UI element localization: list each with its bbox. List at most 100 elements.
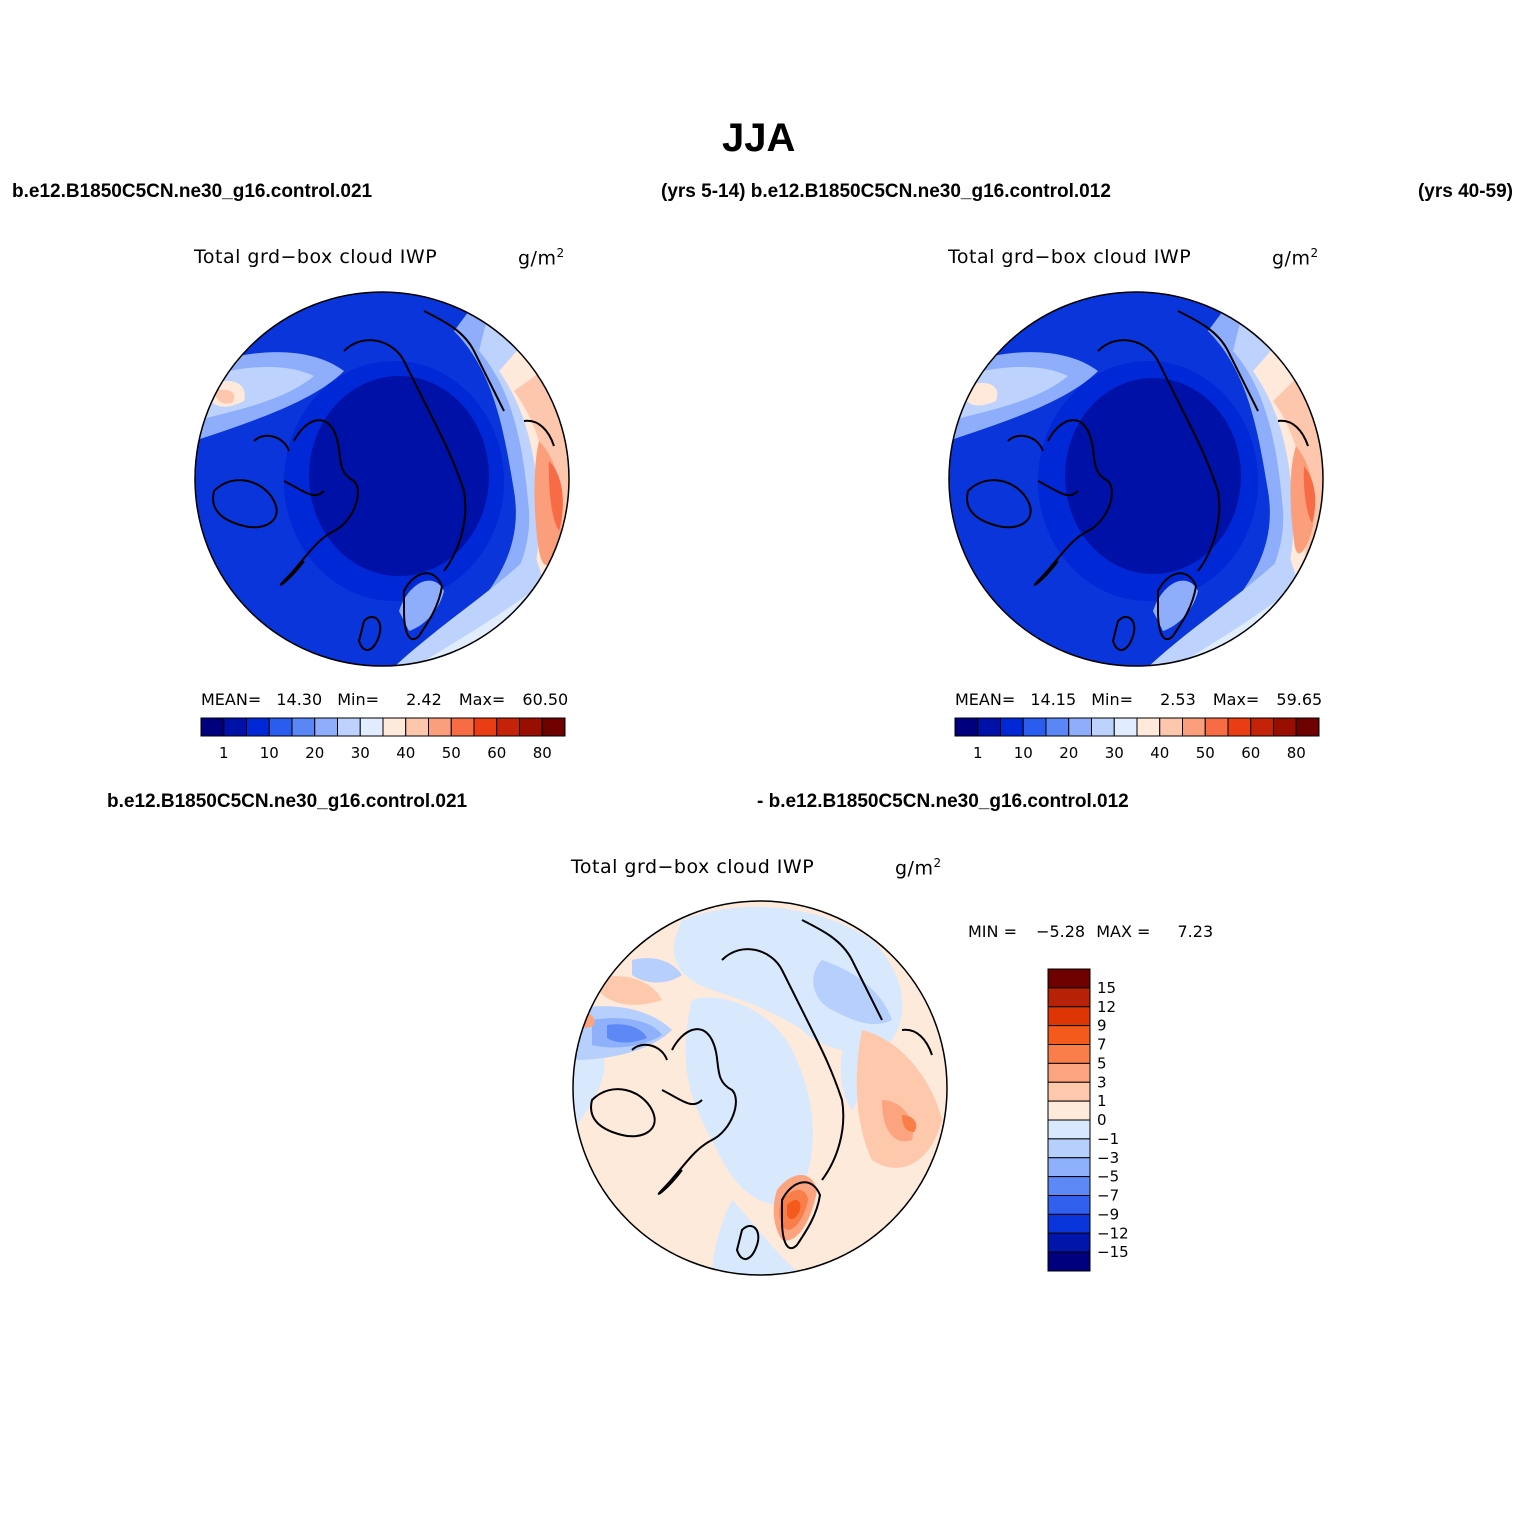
panel1-stats: MEAN= 14.30 Min= 2.42 Max= 60.50 [201, 690, 568, 709]
panel1-map-border [194, 291, 570, 667]
panel1-max-label: Max= [458, 690, 506, 709]
panel2-coastlines [966, 310, 1309, 651]
panel2-colorbar-box [1045, 717, 1070, 737]
panel3-colorbar-box [1047, 1100, 1091, 1121]
panel1-colorbar-box [359, 717, 384, 737]
panel3-polar-map [572, 900, 948, 1276]
panel2-mean-value: 14.15 [1030, 690, 1077, 709]
panel2-contour-fill [949, 292, 1323, 666]
panel2-colorbar: 1 10 20 30 40 50 60 80 [954, 717, 1320, 762]
top-center-case-label: (yrs 5-14) b.e12.B1850C5CN.ne30_g16.cont… [661, 181, 1111, 202]
panel1-units: g/m2 [518, 246, 565, 269]
panel1-colorbar-tick-label: 50 [442, 744, 461, 762]
panel3-colorbar-box [1047, 1119, 1091, 1140]
panel1-colorbar-box [314, 717, 338, 737]
panel2-colorbar-box [1159, 717, 1183, 737]
panel1-colorbar: 1 10 20 30 40 50 60 80 [200, 717, 566, 762]
panel3-colorbar-box [1047, 1062, 1091, 1083]
panel3-colorbar-tick-label: −1 [1097, 1130, 1119, 1148]
panel2-colorbar-box [1182, 717, 1206, 737]
panel2-map-border [948, 291, 1324, 667]
panel1-colorbar-box [200, 717, 225, 737]
panel3-colorbar-tick-label: 15 [1097, 979, 1116, 997]
panel1-colorbar-box [246, 717, 270, 737]
panel1-colorbar-box [473, 717, 498, 737]
panel2-max-label: Max= [1212, 690, 1260, 709]
panel3-colorbar-tick-label: −12 [1097, 1224, 1129, 1242]
panel3-colorbar-box [1047, 1195, 1091, 1215]
panel3-colorbar-box [1047, 1006, 1091, 1027]
panel3-coastlines [590, 919, 933, 1260]
panel1-colorbar-box [428, 717, 452, 737]
panel1-colorbar-box [382, 717, 407, 737]
panel1-colorbar-tick-label: 30 [351, 744, 370, 762]
panel3-colorbar-tick-label: −5 [1097, 1168, 1119, 1186]
panel2-colorbar-box [1091, 717, 1115, 737]
top-right-years-label: (yrs 40-59) [1417, 181, 1513, 202]
panel3-colorbar-box [1047, 968, 1091, 989]
panel3-colorbar-tick-label: 5 [1097, 1054, 1107, 1072]
panel3-colorbar-box [1047, 1044, 1091, 1064]
panel1-colorbar-box [268, 717, 293, 737]
panel1-min-value: 2.42 [406, 690, 442, 709]
panel1-colorbar-box [450, 717, 475, 737]
panel1-colorbar-box [519, 717, 543, 737]
panel1-contour-fill [195, 292, 569, 666]
panel3-colorbar-tick-label: −3 [1097, 1149, 1119, 1167]
panel3-units: g/m2 [895, 856, 942, 879]
panel2-colorbar-box [1204, 717, 1229, 737]
panel1-colorbar-box [337, 717, 361, 737]
panel1-max-value: 60.50 [522, 690, 569, 709]
panel3-colorbar-tick-label: −15 [1097, 1243, 1129, 1261]
panel2-colorbar-tick-label: 50 [1196, 744, 1215, 762]
panel3-colorbar-box [1047, 1176, 1091, 1196]
panel3-colorbar-tick-label: 7 [1097, 1036, 1107, 1054]
panel1-mean-value: 14.30 [276, 690, 323, 709]
panel3-colorbar-box [1047, 1232, 1091, 1253]
panel3-colorbar-box [1047, 1025, 1091, 1045]
panel1-colorbar-tick-label: 40 [396, 744, 415, 762]
panel1-colorbar-tick-label: 10 [260, 744, 279, 762]
panel1-colorbar-box [405, 717, 429, 737]
panel1-colorbar-tick-label: 20 [305, 744, 324, 762]
panel2-stats: MEAN= 14.15 Min= 2.53 Max= 59.65 [955, 690, 1322, 709]
panel3-colorbar-tick-label: 0 [1097, 1111, 1107, 1129]
panel2-colorbar-box [1250, 717, 1274, 737]
panel1-mean-label: MEAN= [201, 690, 262, 709]
panel3-colorbar-box [1047, 1251, 1091, 1272]
panel2-colorbar-box [1113, 717, 1138, 737]
panel2-colorbar-box [1068, 717, 1092, 737]
panel1-units-base: g/m [518, 247, 557, 270]
panel1-variable-title: Total grd−box cloud IWP [194, 246, 438, 268]
panel3-colorbar-box [1047, 1213, 1091, 1234]
panel3-colorbar-tick-label: −9 [1097, 1205, 1119, 1223]
panel1-polar-map [194, 291, 570, 667]
panel2-polar-map [948, 291, 1324, 667]
panel2-colorbar-box [1273, 717, 1297, 737]
panel2-colorbar-tick-label: 60 [1241, 744, 1260, 762]
panel2-max-value: 59.65 [1276, 690, 1323, 709]
panel2-colorbar-tick-label: 40 [1150, 744, 1169, 762]
panel2-colorbar-box [1022, 717, 1047, 737]
panel2-colorbar-box [1000, 717, 1024, 737]
panel3-colorbar-tick-label: 9 [1097, 1017, 1107, 1035]
panel2-colorbar-tick-label: 30 [1105, 744, 1124, 762]
panel1-colorbar-tick-label: 60 [487, 744, 506, 762]
panel3-contour-fill [573, 901, 947, 1275]
panel3-units-exponent: 2 [933, 856, 942, 870]
panel2-units-base: g/m [1272, 247, 1311, 270]
panel2-min-label: Min= [1091, 690, 1134, 709]
panel3-variable-title: Total grd−box cloud IWP [571, 856, 815, 878]
panel3-min-label: MIN = [968, 922, 1017, 941]
panel3-colorbar-box [1047, 1138, 1091, 1159]
panel2-colorbar-box [1295, 717, 1320, 737]
panel2-colorbar-tick-label: 10 [1014, 744, 1033, 762]
panel1-colorbar-box [291, 717, 316, 737]
panel3-stats: MIN = −5.28 MAX = 7.23 [968, 922, 1213, 941]
panel2-units-exponent: 2 [1310, 246, 1319, 260]
panel2-min-value: 2.53 [1160, 690, 1196, 709]
panel1-colorbar-box [541, 717, 566, 737]
bottom-left-case-label: b.e12.B1850C5CN.ne30_g16.control.021 [107, 791, 468, 812]
panel1-colorbar-box [223, 717, 247, 737]
